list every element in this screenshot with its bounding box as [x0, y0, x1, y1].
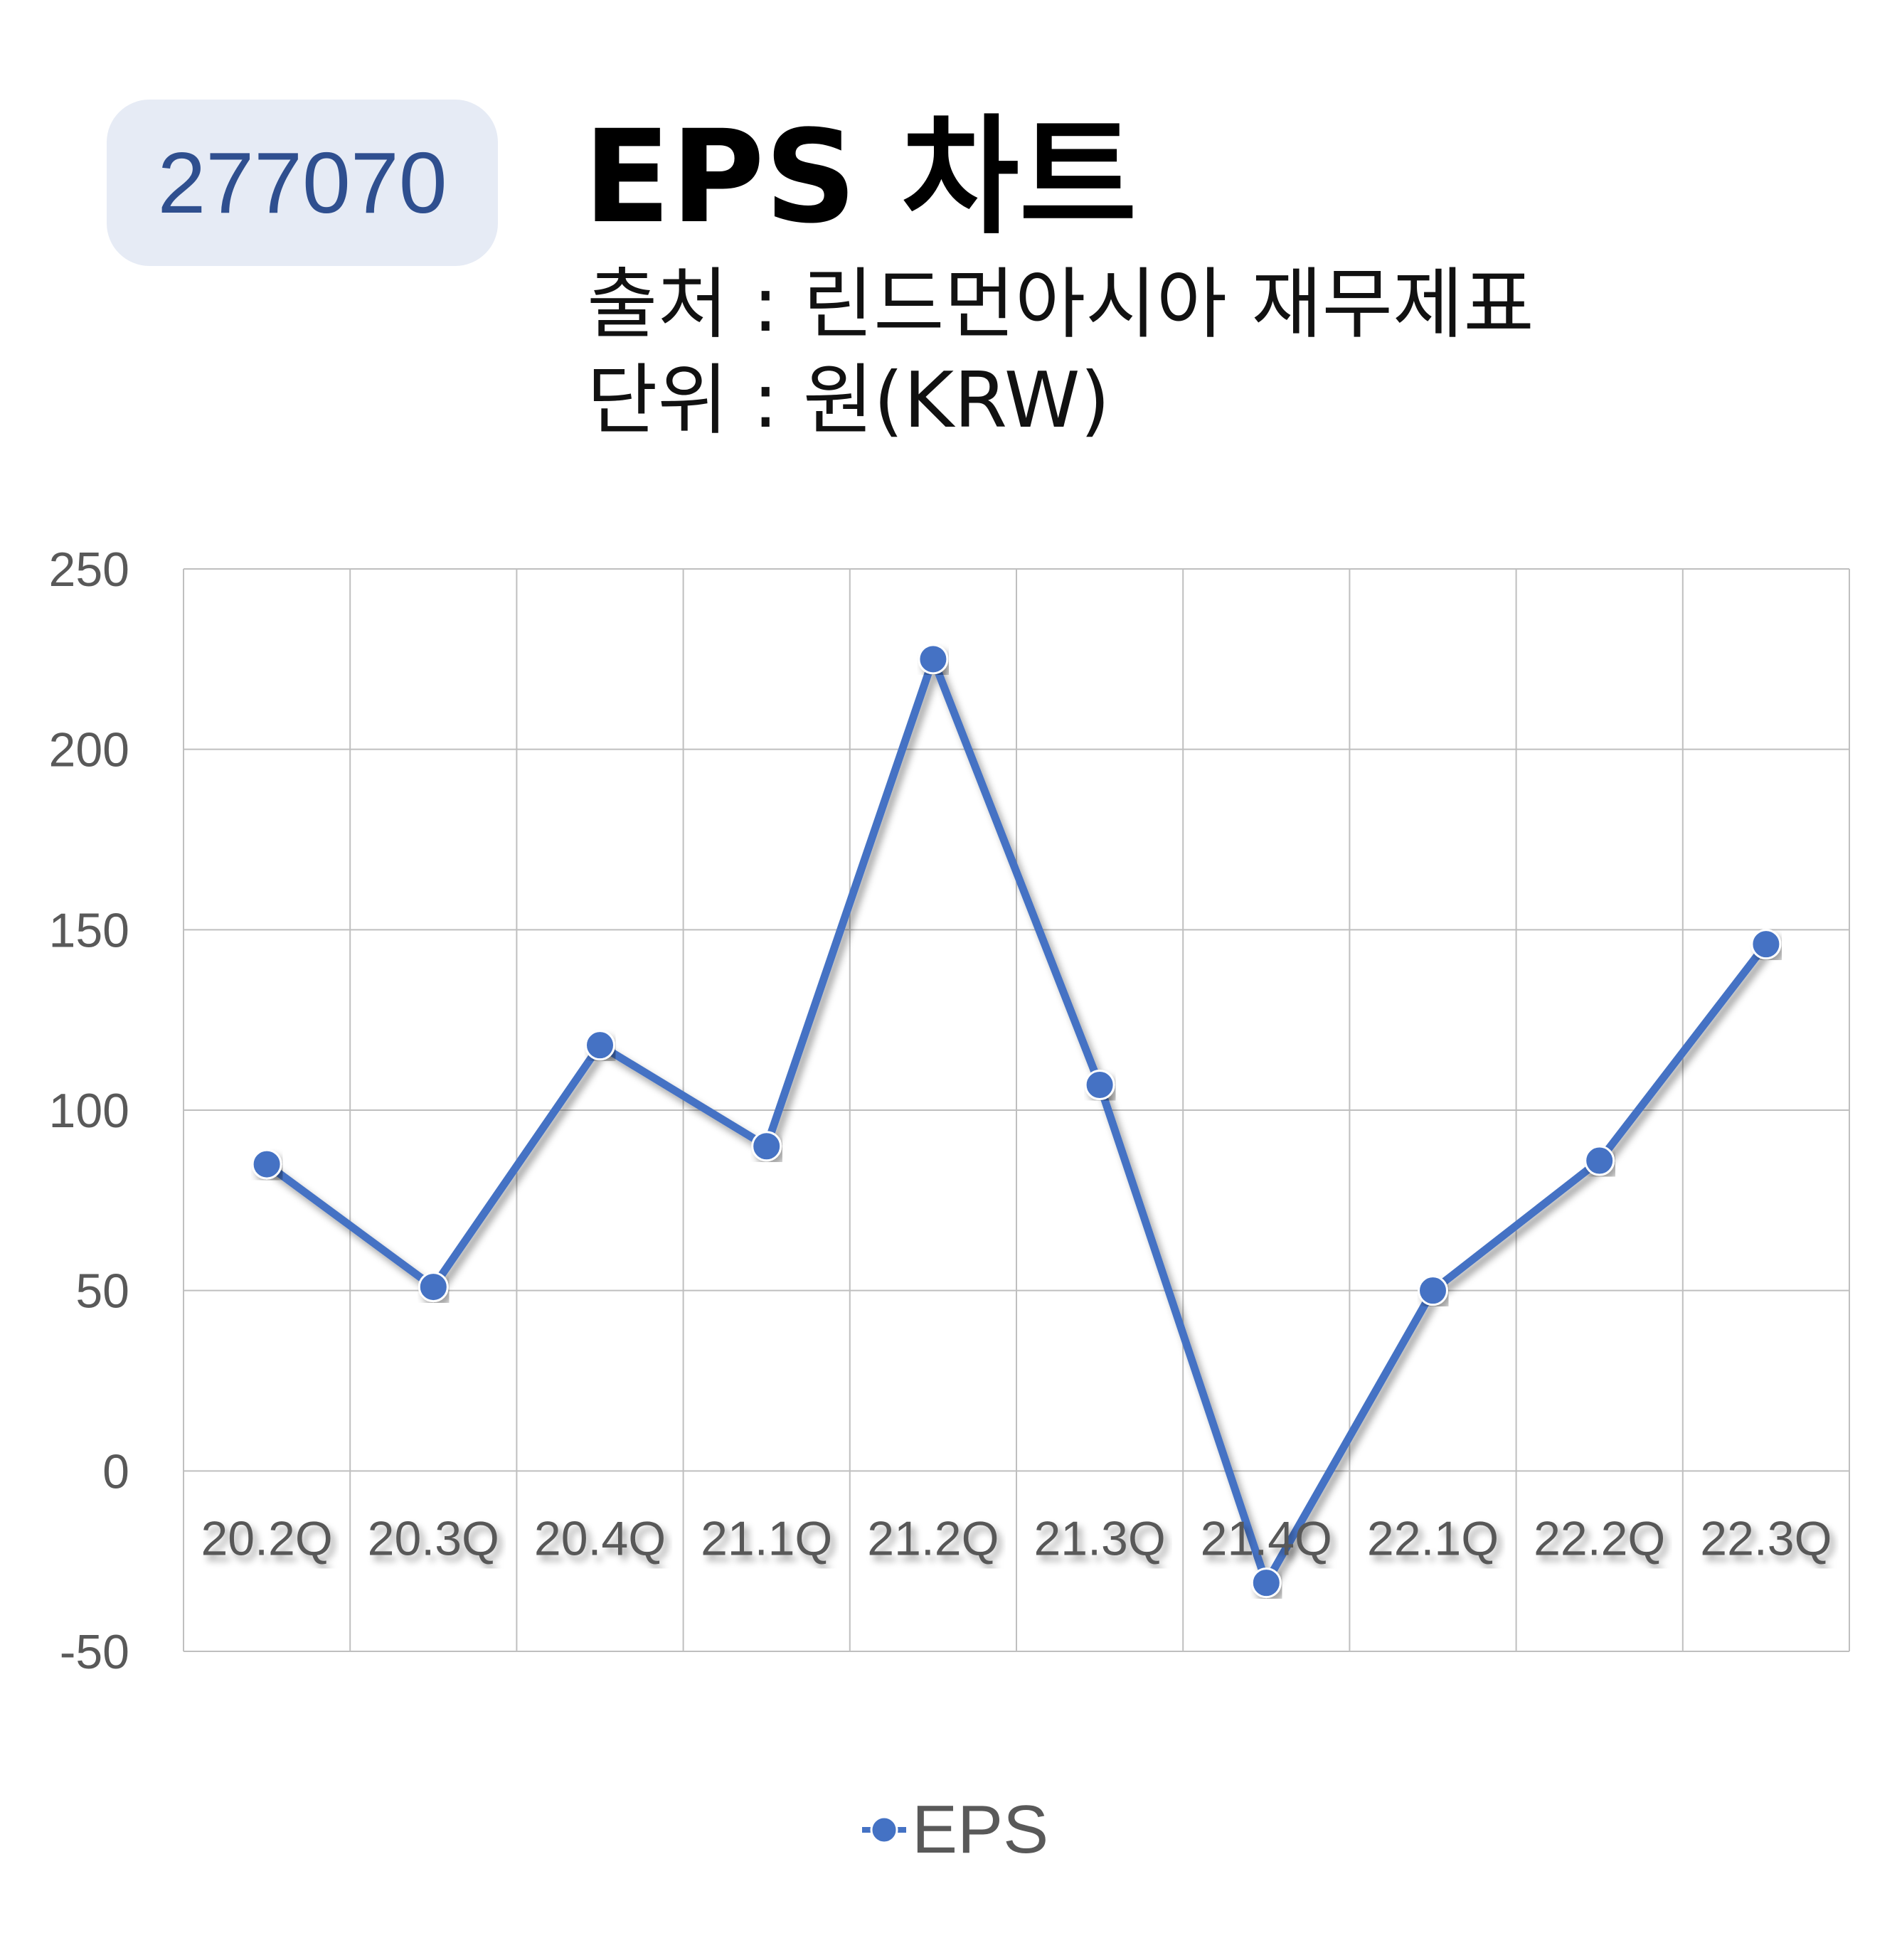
series-line	[264, 655, 1770, 1587]
eps-data-point	[751, 1131, 782, 1162]
x-tick-label: 20.3Q	[368, 1511, 499, 1565]
x-tick-label: 22.1Q	[1367, 1511, 1499, 1565]
x-tick-label: 21.1Q	[701, 1511, 832, 1565]
eps-series-line	[264, 655, 1770, 1587]
x-tick-label: 21.3Q	[1033, 1511, 1165, 1565]
y-tick-label: 0	[102, 1444, 129, 1498]
eps-data-point	[918, 644, 949, 675]
unit-note: 단위 : 원(KRW)	[587, 356, 1110, 445]
eps-data-point	[1418, 1275, 1448, 1306]
stock-code: 277070	[157, 134, 447, 231]
x-tick-label: 22.2Q	[1534, 1511, 1665, 1565]
eps-data-point	[1750, 929, 1782, 960]
eps-data-point	[418, 1272, 449, 1303]
y-tick-label: 100	[49, 1084, 129, 1138]
chart-title: EPS 차트	[583, 103, 1137, 252]
eps-data-point	[251, 1149, 282, 1180]
eps-data-point	[1584, 1145, 1615, 1176]
y-tick-label: 150	[49, 903, 129, 957]
source-note: 출처 : 린드먼아시아 재무제표	[587, 260, 1534, 349]
series-points	[251, 644, 1782, 1599]
x-tick-label: 22.3Q	[1700, 1511, 1832, 1565]
x-tick-label: 20.4Q	[534, 1511, 666, 1565]
legend-marker-icon	[862, 1816, 906, 1844]
eps-data-point	[585, 1030, 615, 1061]
y-tick-label: 250	[49, 543, 129, 597]
x-tick-label: 21.4Q	[1201, 1511, 1332, 1565]
stock-code-badge: 277070	[107, 100, 498, 266]
y-tick-label: 50	[75, 1264, 129, 1319]
x-tick-label: 20.2Q	[201, 1511, 332, 1565]
eps-data-point	[1250, 1567, 1282, 1599]
legend: EPS	[861, 1791, 1048, 1869]
y-axis-ticks: 250 200 150 100 50 0 -50	[49, 543, 129, 1679]
x-axis-ticks: 20.2Q 20.3Q 20.4Q 21.1Q 21.2Q 21.3Q 21.4Q 22.1Q…	[201, 1511, 1832, 1565]
x-tick-label: 21.2Q	[867, 1511, 999, 1565]
y-tick-label: 200	[49, 723, 129, 777]
eps-data-point	[1084, 1069, 1115, 1100]
y-tick-label: -50	[60, 1625, 129, 1679]
legend-label: EPS	[912, 1791, 1049, 1868]
grid	[183, 568, 1850, 1652]
